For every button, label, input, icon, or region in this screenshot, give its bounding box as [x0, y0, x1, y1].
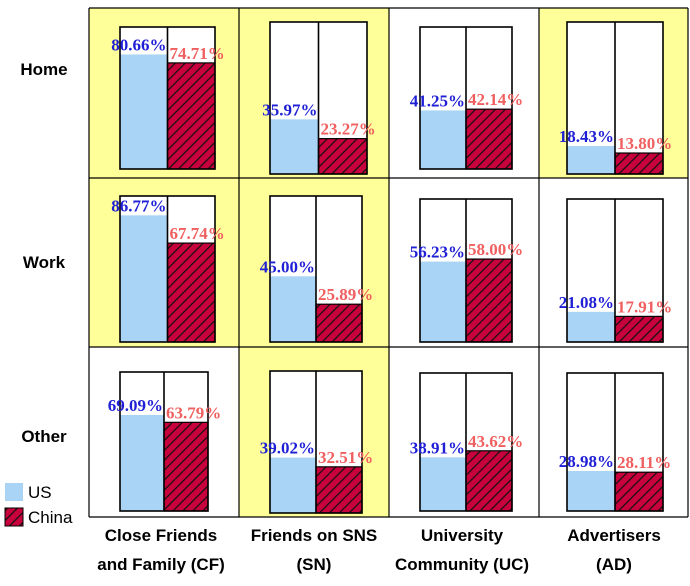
column-label-1-line-1: Close Friends	[105, 526, 217, 545]
bar-china-work-1	[168, 243, 216, 342]
value-label-china-other-3: 43.62%	[468, 432, 523, 451]
bar-us-other-4	[567, 471, 615, 511]
value-label-us-work-3: 56.23%	[410, 243, 465, 262]
value-label-china-work-1: 67.74%	[170, 224, 225, 243]
bar-china-other-2	[316, 467, 362, 513]
bar-china-home-4	[615, 153, 663, 174]
bar-us-home-1	[120, 54, 168, 169]
bar-us-work-4	[567, 312, 615, 342]
value-label-china-home-2: 23.27%	[321, 120, 376, 139]
column-label-3-line-2: Community (UC)	[395, 555, 529, 574]
value-label-us-other-4: 28.98%	[559, 452, 614, 471]
column-label-4-line-2: (AD)	[596, 555, 632, 574]
bar-china-other-4	[615, 472, 663, 511]
bar-us-other-3	[420, 457, 466, 511]
column-label-3-line-1: University	[421, 526, 504, 545]
value-label-us-home-1: 80.66%	[111, 35, 166, 54]
row-label-work: Work	[23, 253, 66, 272]
bar-china-home-2	[319, 139, 368, 174]
column-label-2-line-2: (SN)	[297, 555, 332, 574]
value-label-us-work-4: 21.08%	[559, 293, 614, 312]
value-label-china-work-2: 25.89%	[318, 285, 373, 304]
bar-us-other-2	[270, 458, 316, 513]
value-label-us-home-3: 41.25%	[410, 91, 465, 110]
bar-us-work-2	[270, 276, 316, 342]
column-label-1-line-2: and Family (CF)	[97, 555, 225, 574]
legend-swatch-china	[5, 508, 23, 526]
value-label-us-other-1: 69.09%	[108, 396, 163, 415]
value-label-china-work-4: 17.91%	[617, 297, 672, 316]
value-label-china-work-3: 58.00%	[468, 240, 523, 259]
bar-china-home-3	[466, 109, 512, 169]
bar-us-other-1	[120, 415, 164, 511]
value-label-us-other-3: 38.91%	[410, 438, 465, 457]
bar-us-home-2	[270, 119, 319, 174]
value-label-china-home-4: 13.80%	[617, 134, 672, 153]
value-label-us-work-2: 45.00%	[260, 257, 315, 276]
bar-us-home-3	[420, 110, 466, 169]
value-label-china-other-2: 32.51%	[318, 448, 373, 467]
column-label-4-line-1: Advertisers	[567, 526, 661, 545]
bar-us-work-3	[420, 262, 466, 342]
row-label-home: Home	[20, 60, 67, 79]
legend-swatch-us	[5, 483, 23, 501]
bar-china-work-3	[466, 259, 512, 342]
bar-us-home-4	[567, 146, 615, 174]
legend: US China	[5, 483, 73, 527]
bar-us-work-1	[120, 215, 168, 342]
bar-china-work-2	[316, 304, 362, 342]
value-label-china-other-1: 63.79%	[166, 403, 221, 422]
bar-china-other-1	[164, 422, 208, 511]
value-label-us-other-2: 39.02%	[260, 439, 315, 458]
value-label-china-other-4: 28.11%	[617, 453, 671, 472]
value-label-us-home-2: 35.97%	[262, 100, 317, 119]
value-label-china-home-1: 74.71%	[170, 44, 225, 63]
legend-label-us: US	[28, 483, 52, 502]
legend-label-china: China	[28, 508, 73, 527]
row-label-other: Other	[21, 427, 67, 446]
value-label-us-work-1: 86.77%	[111, 196, 166, 215]
column-label-2-line-1: Friends on SNS	[251, 526, 378, 545]
bar-china-work-4	[615, 316, 663, 342]
value-label-us-home-4: 18.43%	[559, 127, 614, 146]
bar-china-other-3	[466, 451, 512, 511]
bar-china-home-1	[168, 63, 216, 169]
value-label-china-home-3: 42.14%	[468, 90, 523, 109]
